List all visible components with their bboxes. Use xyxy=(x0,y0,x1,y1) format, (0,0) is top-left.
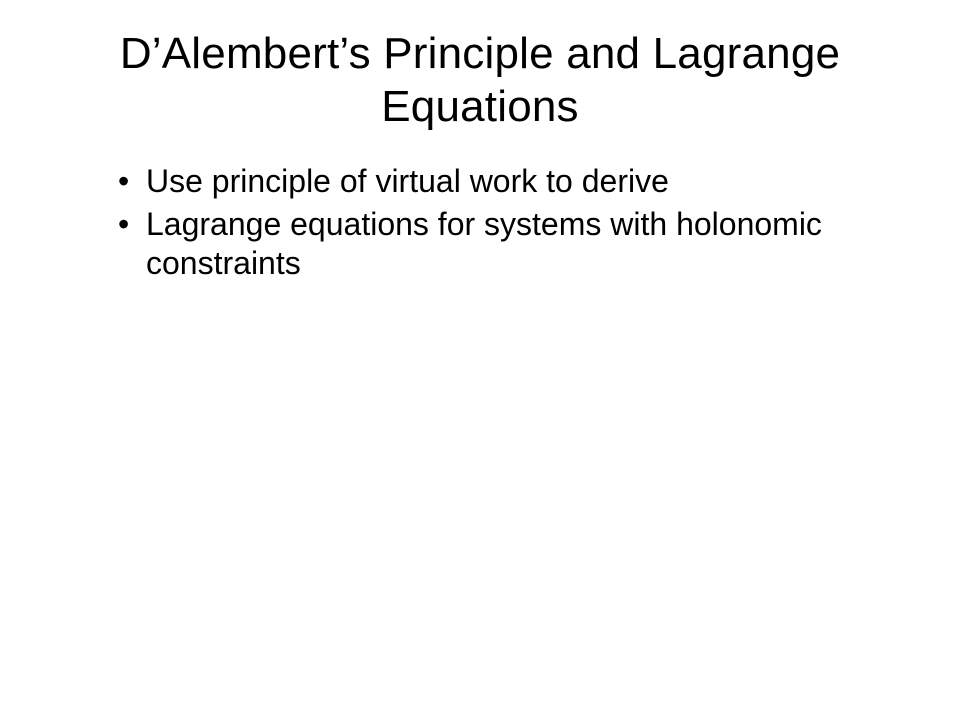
list-item: Lagrange equations for systems with holo… xyxy=(118,205,900,283)
slide: D’Alembert’s Principle and Lagrange Equa… xyxy=(0,0,960,720)
slide-title: D’Alembert’s Principle and Lagrange Equa… xyxy=(100,28,860,134)
bullet-list: Use principle of virtual work to derive … xyxy=(60,162,900,283)
list-item: Use principle of virtual work to derive xyxy=(118,162,900,201)
